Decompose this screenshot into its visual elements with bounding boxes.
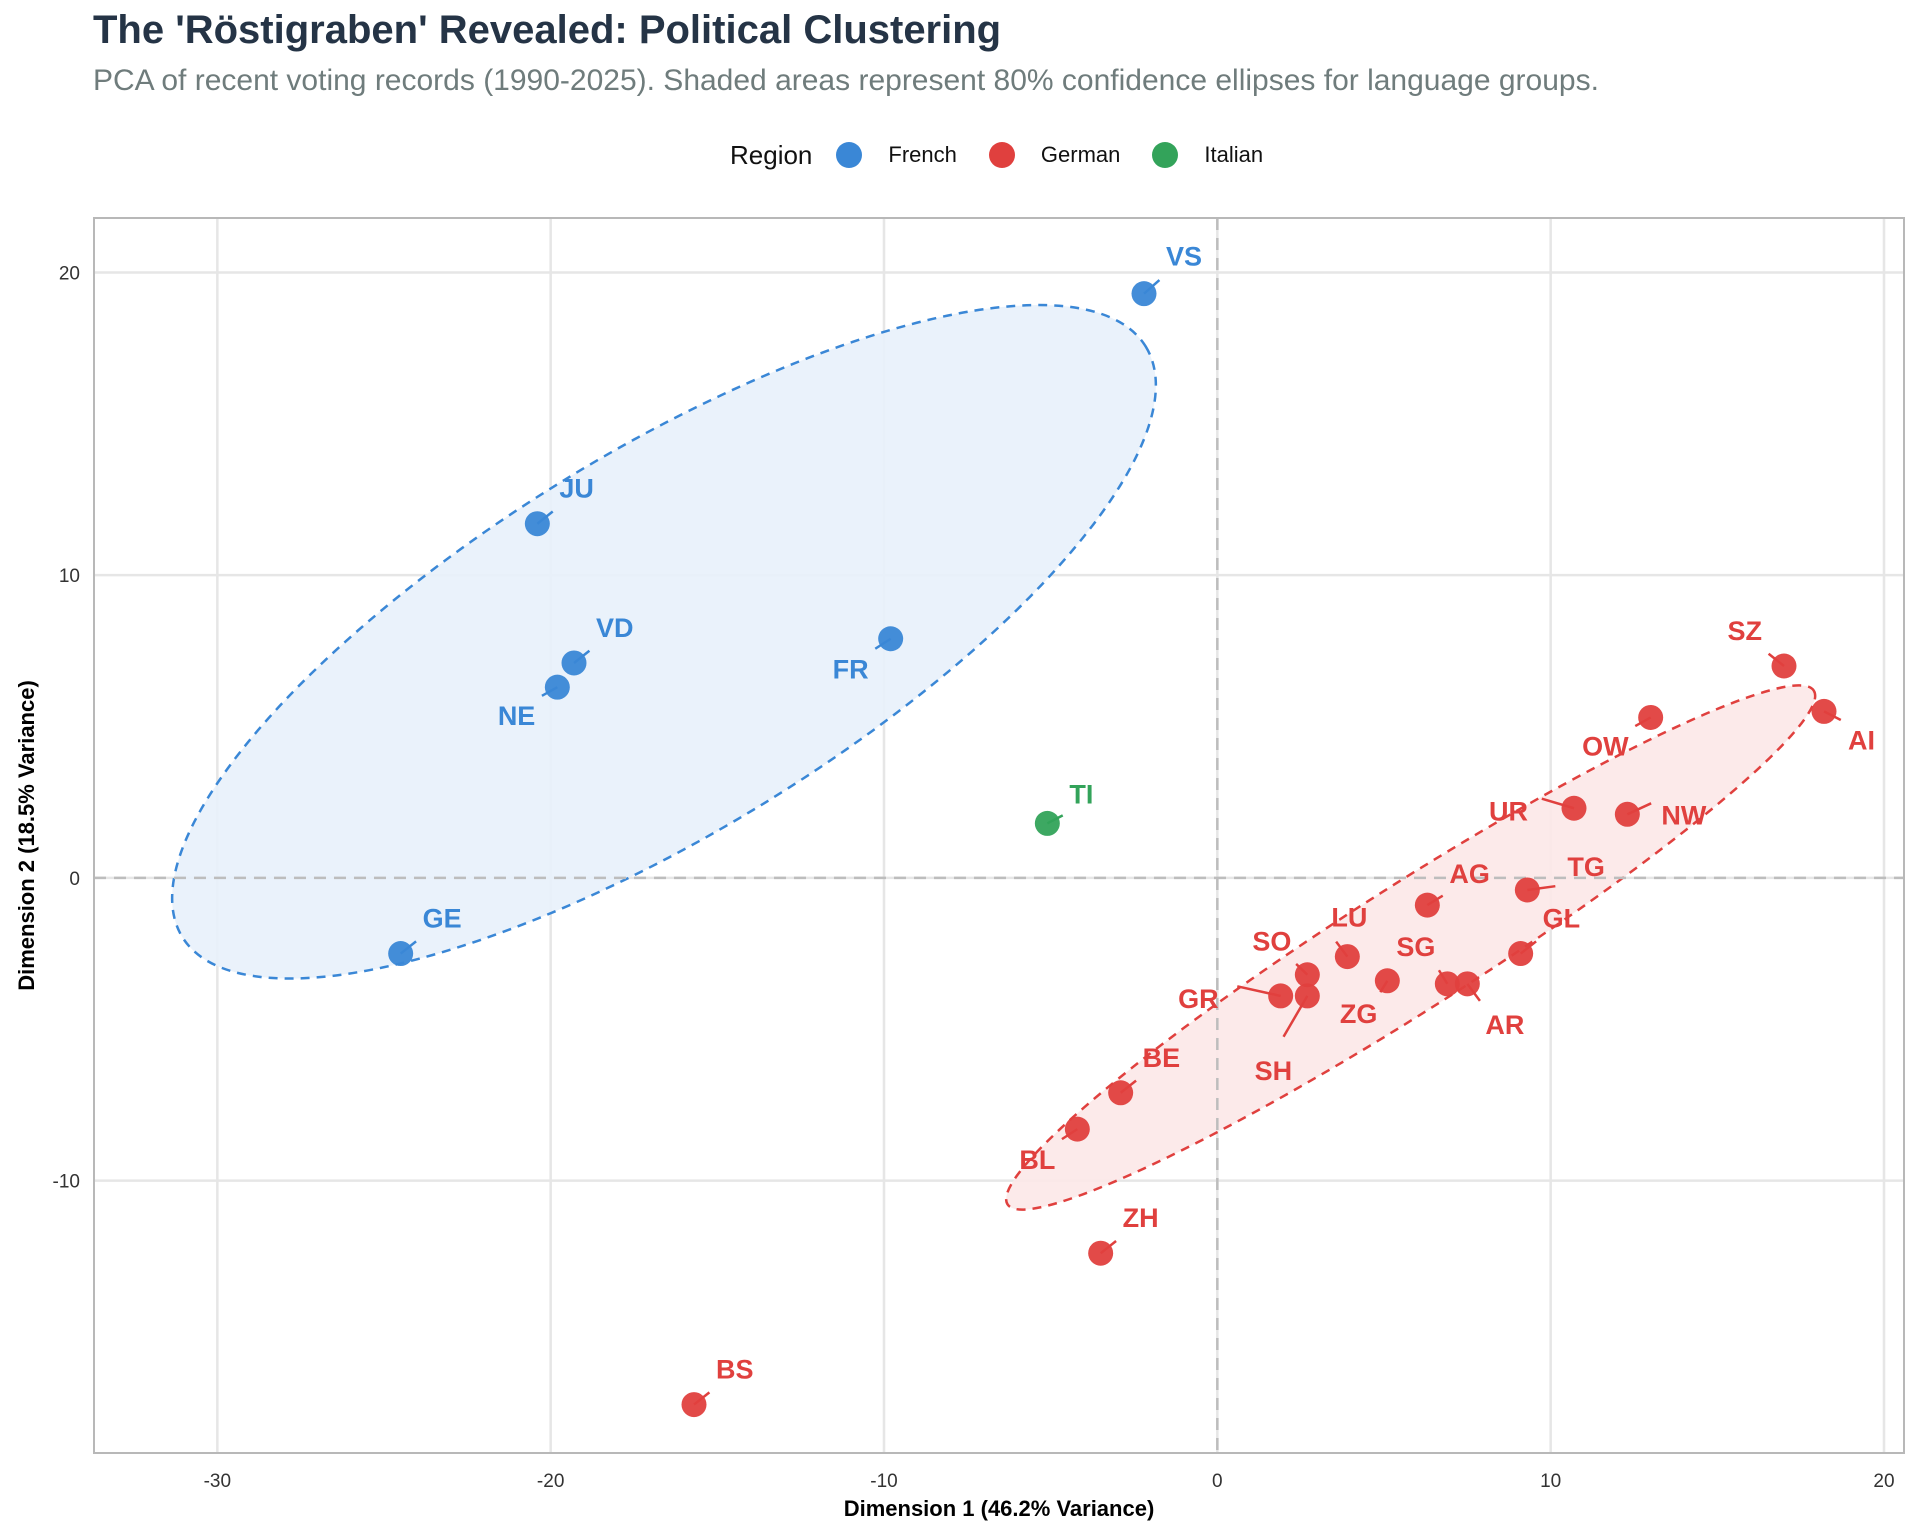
x-tick-label: 20 bbox=[1873, 1471, 1894, 1492]
point-label-bs: BS bbox=[716, 1355, 754, 1385]
point-label-sz: SZ bbox=[1727, 616, 1762, 646]
data-point-gr bbox=[1268, 983, 1294, 1009]
legend-dot-german bbox=[988, 142, 1015, 168]
data-point-sg bbox=[1434, 971, 1460, 997]
data-point-ow bbox=[1638, 704, 1664, 730]
legend-item-german: German bbox=[988, 142, 1121, 168]
data-point-ge bbox=[388, 941, 414, 967]
x-axis-label: Dimension 1 (46.2% Variance) bbox=[844, 1496, 1155, 1521]
legend-label-italian: Italian bbox=[1204, 142, 1264, 167]
y-tick-label: -10 bbox=[53, 1172, 80, 1193]
point-label-lu: LU bbox=[1331, 903, 1367, 933]
data-point-bl bbox=[1064, 1116, 1090, 1142]
point-label-vs: VS bbox=[1166, 242, 1202, 272]
point-label-sh: SH bbox=[1255, 1056, 1293, 1086]
confidence-ellipse-french bbox=[170, 303, 1158, 980]
legend: Region French German Italian bbox=[730, 135, 1295, 175]
x-tick-label: -30 bbox=[204, 1471, 231, 1492]
data-point-vs bbox=[1131, 281, 1157, 307]
point-label-nw: NW bbox=[1661, 800, 1706, 830]
point-label-fr: FR bbox=[833, 655, 869, 685]
point-label-gl: GL bbox=[1543, 904, 1581, 934]
confidence-ellipses bbox=[170, 303, 1817, 1211]
point-label-tg: TG bbox=[1567, 852, 1605, 882]
confidence-ellipse-german bbox=[1004, 684, 1817, 1211]
data-point-fr bbox=[878, 626, 904, 652]
y-tick-label: 0 bbox=[69, 869, 80, 890]
chart-title: The 'Röstigraben' Revealed: Political Cl… bbox=[93, 8, 1002, 52]
x-tick-label: -20 bbox=[537, 1471, 564, 1492]
axis-ticks: -30 -20 -10 0 10 20 -10 0 10 20 bbox=[53, 263, 1895, 1492]
point-label-ne: NE bbox=[498, 701, 536, 731]
point-label-ge: GE bbox=[423, 904, 462, 934]
data-point-gl bbox=[1508, 941, 1534, 967]
data-point-tg bbox=[1514, 877, 1540, 903]
data-point-ur bbox=[1561, 795, 1587, 821]
data-point-be bbox=[1108, 1080, 1134, 1106]
point-label-ju: JU bbox=[559, 474, 594, 504]
data-point-ai bbox=[1811, 698, 1837, 724]
point-label-ti: TI bbox=[1069, 779, 1093, 809]
legend-title: Region bbox=[730, 139, 813, 170]
chart-subtitle: PCA of recent voting records (1990-2025)… bbox=[93, 64, 1599, 97]
plot-frame bbox=[93, 217, 1905, 1454]
point-label-be: BE bbox=[1143, 1043, 1181, 1073]
data-point-so bbox=[1294, 962, 1320, 988]
legend-dot-french bbox=[836, 142, 863, 168]
x-tick-label: 10 bbox=[1540, 1471, 1561, 1492]
y-tick-label: 20 bbox=[59, 263, 80, 284]
data-point-bs bbox=[681, 1392, 707, 1418]
data-point-ar bbox=[1454, 971, 1480, 997]
data-point-nw bbox=[1614, 801, 1640, 827]
reference-lines bbox=[94, 218, 1904, 1453]
point-label-zg: ZG bbox=[1340, 999, 1378, 1029]
point-label-so: SO bbox=[1252, 927, 1291, 957]
data-point-sz bbox=[1771, 653, 1797, 679]
data-point-zg bbox=[1374, 968, 1400, 994]
point-label-zh: ZH bbox=[1123, 1203, 1159, 1233]
point-label-sg: SG bbox=[1396, 932, 1435, 962]
legend-dot-italian bbox=[1152, 142, 1179, 168]
data-point-lu bbox=[1334, 944, 1360, 970]
data-points: VS JU VD NE FR GE SZ AI OW UR NW TG AG GL LU SO ZG SG AR GR… bbox=[388, 242, 1875, 1418]
point-label-ag: AG bbox=[1449, 859, 1490, 889]
data-point-zh bbox=[1088, 1240, 1114, 1266]
point-label-ai: AI bbox=[1848, 725, 1875, 755]
point-label-gr: GR bbox=[1178, 984, 1219, 1014]
y-axis-label: Dimension 2 (18.5% Variance) bbox=[14, 680, 39, 991]
data-point-ti bbox=[1034, 810, 1060, 836]
legend-item-french: French bbox=[836, 142, 957, 168]
legend-label-german: German bbox=[1040, 142, 1121, 167]
point-label-ur: UR bbox=[1489, 796, 1528, 826]
x-tick-label: 0 bbox=[1212, 1471, 1223, 1492]
data-point-sh bbox=[1294, 983, 1320, 1009]
data-point-ju bbox=[524, 511, 550, 537]
data-point-ag bbox=[1414, 892, 1440, 918]
x-tick-label: -10 bbox=[870, 1471, 897, 1492]
y-tick-label: 10 bbox=[59, 566, 80, 587]
point-label-ar: AR bbox=[1485, 1010, 1524, 1040]
point-label-bl: BL bbox=[1019, 1145, 1055, 1175]
legend-label-french: French bbox=[888, 142, 957, 167]
point-label-ow: OW bbox=[1582, 731, 1629, 761]
data-point-vd bbox=[561, 650, 587, 676]
point-label-vd: VD bbox=[596, 613, 634, 643]
data-point-ne bbox=[544, 674, 570, 700]
legend-item-italian: Italian bbox=[1152, 142, 1263, 168]
